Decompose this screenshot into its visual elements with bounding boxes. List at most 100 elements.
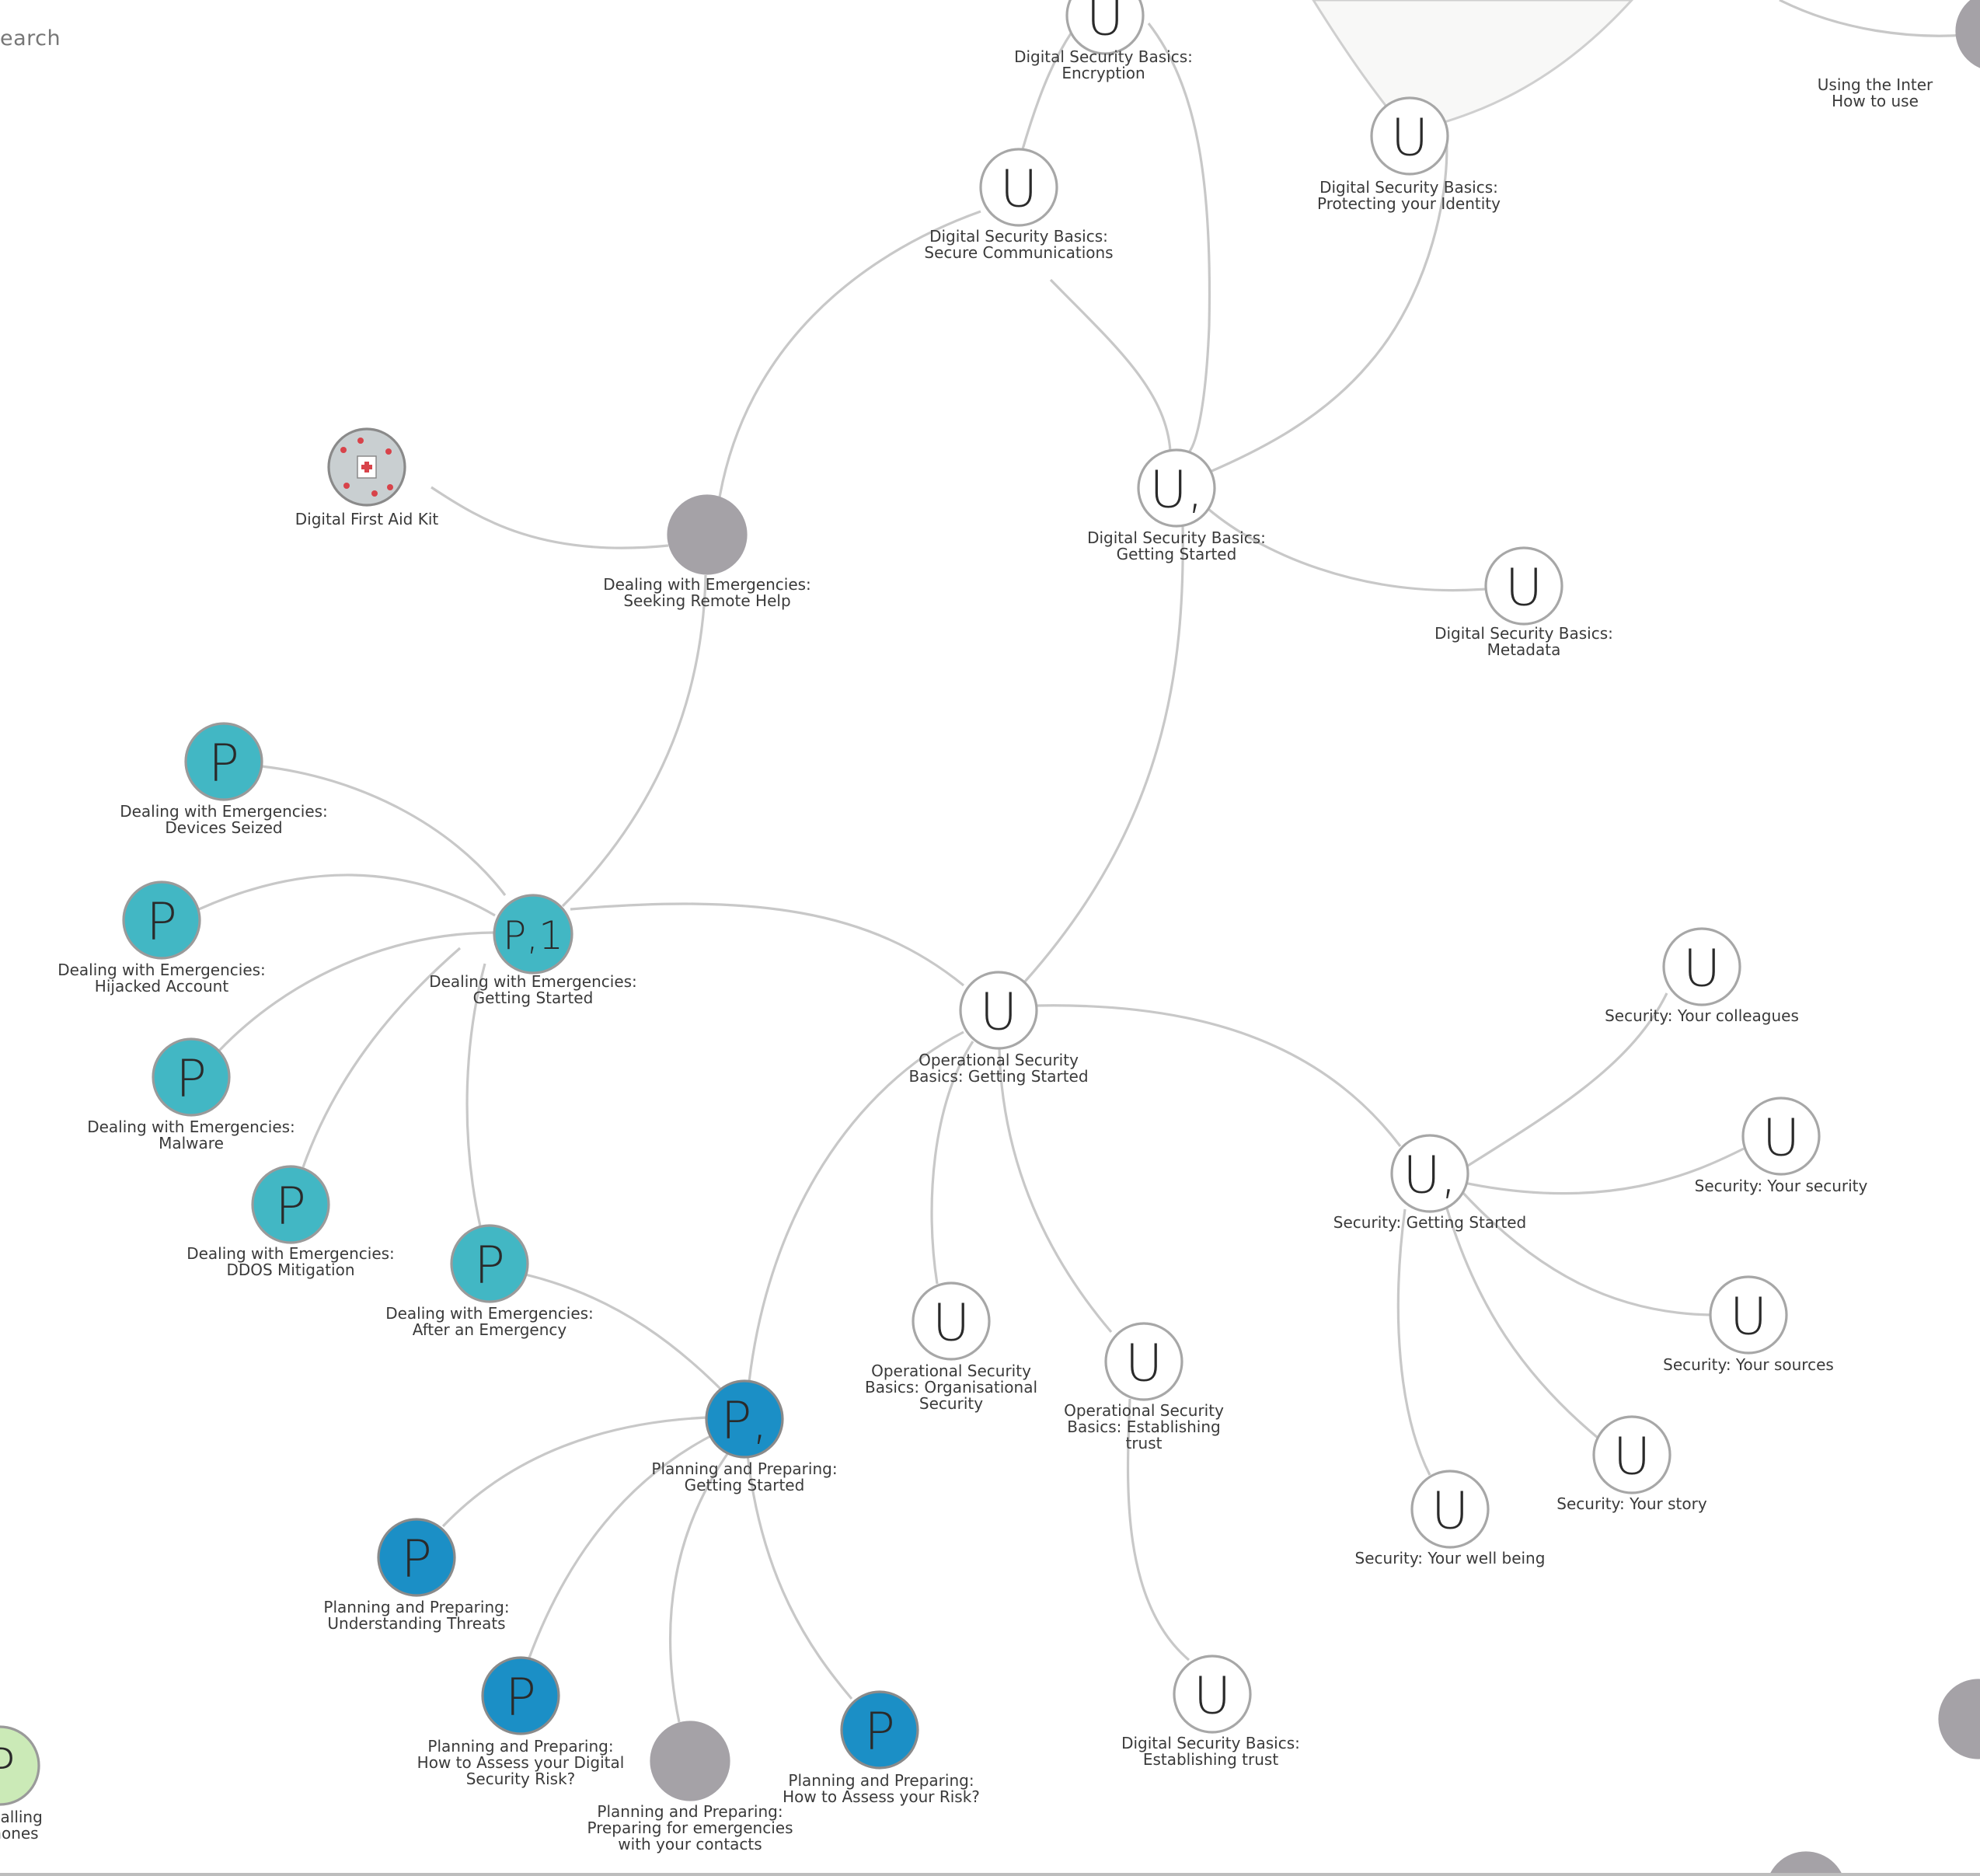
node-label-line: Establishing trust bbox=[1143, 1750, 1279, 1769]
node-label: Security: Your well being bbox=[1355, 1549, 1546, 1567]
topic-node-de-malware[interactable]: P Dealing with Emergencies: Malware bbox=[87, 1037, 295, 1152]
graph-edge bbox=[1049, 278, 1172, 452]
node-circle[interactable] bbox=[1410, 1470, 1490, 1549]
node-circle[interactable] bbox=[493, 894, 573, 975]
topic-node-pp-contacts[interactable]: Planning and Preparing: Preparing for eme… bbox=[587, 1721, 793, 1853]
node-circle[interactable] bbox=[840, 1690, 919, 1770]
topic-node-sec-sources[interactable]: U Security: Your sources bbox=[1663, 1275, 1834, 1374]
node-circle[interactable] bbox=[650, 1721, 730, 1801]
topic-node-pp-digital-risk[interactable]: P Planning and Preparing: How to Assess yo… bbox=[417, 1656, 625, 1788]
topic-node-sec-colleagues[interactable]: U Security: Your colleagues bbox=[1605, 927, 1799, 1025]
node-label: ely: Callingar Phones bbox=[0, 1808, 43, 1843]
search-label[interactable]: earch bbox=[0, 26, 61, 51]
graph-edge bbox=[1208, 124, 1448, 474]
topic-node-dsb-getting-started[interactable]: U, Digital Security Basics: Getting Starte… bbox=[1087, 448, 1266, 563]
node-circle[interactable] bbox=[1065, 0, 1145, 55]
node-label-line: Security: Your well being bbox=[1355, 1549, 1546, 1567]
node-label: Dealing with Emergencies: Seeking Remote … bbox=[603, 575, 811, 610]
topic-node-dfak[interactable]: Digital First Aid Kit bbox=[295, 427, 439, 528]
topic-node-osb-trust[interactable]: U Operational Security Basics: Establishin… bbox=[1064, 1322, 1224, 1452]
node-circle[interactable] bbox=[0, 1725, 40, 1806]
node-circle[interactable] bbox=[705, 1379, 784, 1459]
topic-node-de-ddos[interactable]: P Dealing with Emergencies: DDOS Mitigatio… bbox=[186, 1165, 395, 1279]
topic-node-pp-getting-started[interactable]: P, Planning and Preparing: Getting Started bbox=[651, 1379, 838, 1494]
node-circle[interactable] bbox=[122, 880, 201, 960]
node-circle[interactable] bbox=[1955, 0, 1980, 70]
node-glyph: U bbox=[932, 1293, 970, 1353]
topic-node-pp-threats[interactable]: P Planning and Preparing: Understanding Th… bbox=[323, 1518, 510, 1633]
node-circle[interactable] bbox=[377, 1518, 456, 1597]
node-label: Digital Security Basics: Establishing tru… bbox=[1121, 1734, 1300, 1769]
node-label-line: ar Phones bbox=[0, 1824, 39, 1843]
node-label: Dealing with Emergencies: Hijacked Accoun… bbox=[58, 961, 266, 996]
topic-node-de-devices-seized[interactable]: P Dealing with Emergencies: Devices Seized bbox=[120, 722, 328, 837]
graph-edge bbox=[1463, 1147, 1745, 1195]
topic-node-de-after[interactable]: P Dealing with Emergencies: After an Emerg… bbox=[385, 1224, 594, 1339]
node-circle[interactable] bbox=[1662, 927, 1741, 1006]
node-label-line: Basics: Establishing bbox=[1067, 1417, 1220, 1436]
node-label-line: Dealing with Emergencies: bbox=[603, 575, 811, 594]
node-label-line: How to Assess your Risk? bbox=[783, 1787, 980, 1806]
node-label-line: Planning and Preparing: bbox=[323, 1598, 509, 1616]
node-circle[interactable] bbox=[979, 148, 1058, 227]
topic-node-dsb-trust[interactable]: U Digital Security Basics: Establishing tr… bbox=[1121, 1655, 1300, 1769]
node-label-line: Basics: Getting Started bbox=[908, 1067, 1088, 1086]
topic-node-de-getting-started[interactable]: P,1 Dealing with Emergencies: Getting Star… bbox=[429, 894, 637, 1007]
graph-edge bbox=[527, 1431, 717, 1661]
node-label-line: Planning and Preparing: bbox=[788, 1771, 974, 1790]
node-label-line: Preparing for emergencies bbox=[587, 1818, 793, 1837]
graph-edge bbox=[930, 1041, 974, 1285]
node-label: Dealing with Emergencies: After an Emerge… bbox=[385, 1304, 594, 1339]
node-circle[interactable] bbox=[450, 1224, 529, 1303]
node-circle[interactable] bbox=[152, 1037, 231, 1117]
node-label: Dealing with Emergencies: DDOS Mitigation bbox=[186, 1244, 395, 1279]
topic-node-de-hijacked[interactable]: P Dealing with Emergencies: Hijacked Accou… bbox=[58, 880, 266, 996]
node-circle[interactable] bbox=[251, 1165, 330, 1244]
node-circle[interactable] bbox=[1173, 1655, 1252, 1734]
node-circle[interactable] bbox=[1767, 1851, 1845, 1876]
topic-node-sec-story[interactable]: U Security: Your story bbox=[1556, 1415, 1707, 1513]
node-circle[interactable] bbox=[1592, 1415, 1671, 1494]
topic-node-sec-your-security[interactable]: U Security: Your security bbox=[1695, 1097, 1868, 1195]
topic-node-bottom-grey-partial[interactable] bbox=[1767, 1851, 1845, 1876]
node-label: Digital Security Basics: Secure Communica… bbox=[924, 227, 1113, 262]
topic-node-pp-risk[interactable]: P Planning and Preparing: How to Assess yo… bbox=[783, 1690, 980, 1806]
topic-node-right-grey-partial[interactable] bbox=[1938, 1679, 1980, 1759]
topic-node-de-remote-help[interactable]: Dealing with Emergencies: Seeking Remote … bbox=[603, 494, 811, 610]
node-circle[interactable] bbox=[1484, 546, 1563, 626]
node-circle[interactable] bbox=[481, 1656, 560, 1735]
graph-edge bbox=[998, 1048, 1113, 1334]
topic-node-osb-getting-started[interactable]: U Operational Security Basics: Getting Sta… bbox=[908, 971, 1089, 1086]
node-circle[interactable] bbox=[1370, 96, 1449, 176]
node-glyph: P bbox=[474, 1236, 505, 1295]
node-label-line: Dealing with Emergencies: bbox=[186, 1244, 395, 1263]
topic-node-osb-organisational[interactable]: U Operational Security Basics: Organisatio… bbox=[865, 1281, 1037, 1413]
node-circle[interactable] bbox=[1137, 448, 1216, 528]
node-label-line: Digital Security Basics: bbox=[1121, 1734, 1300, 1752]
node-glyph: P bbox=[208, 734, 239, 793]
topic-node-calling-partial[interactable]: Pely: Callingar Phones bbox=[0, 1725, 43, 1843]
topic-node-internet-partial[interactable]: Using the Inter How to use bbox=[1818, 0, 1980, 110]
node-glyph: P bbox=[401, 1529, 432, 1589]
node-circle[interactable] bbox=[1104, 1322, 1183, 1401]
topic-node-dsb-metadata[interactable]: U Digital Security Basics: Metadata bbox=[1434, 546, 1613, 659]
node-label: Digital Security Basics: Protecting your … bbox=[1317, 178, 1501, 213]
node-circle[interactable] bbox=[1938, 1679, 1980, 1759]
topic-node-sec-getting-started[interactable]: U, Security: Getting Started bbox=[1333, 1134, 1526, 1232]
topic-node-dsb-secure-comms[interactable]: U Digital Security Basics: Secure Communic… bbox=[924, 148, 1114, 262]
node-glyph: P bbox=[275, 1177, 306, 1236]
graph-edge bbox=[570, 902, 965, 987]
node-label-line: Getting Started bbox=[1117, 545, 1237, 563]
node-circle[interactable] bbox=[1390, 1134, 1469, 1213]
node-circle[interactable] bbox=[959, 971, 1038, 1050]
node-circle[interactable] bbox=[184, 722, 263, 801]
node-circle[interactable] bbox=[1741, 1097, 1821, 1176]
node-circle[interactable] bbox=[667, 494, 748, 575]
topic-node-sec-well-being[interactable]: U Security: Your well being bbox=[1355, 1470, 1546, 1567]
node-label-line: How to Assess your Digital bbox=[417, 1753, 625, 1772]
node-circle[interactable] bbox=[1709, 1275, 1788, 1355]
node-circle[interactable] bbox=[912, 1281, 991, 1361]
topic-node-dsb-identity[interactable]: U Digital Security Basics: Protecting your… bbox=[1317, 96, 1501, 213]
